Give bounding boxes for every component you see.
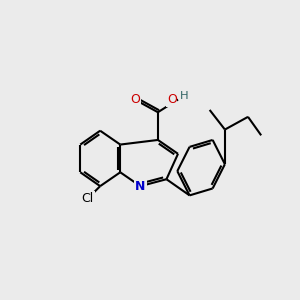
Text: O: O [167, 93, 177, 106]
Text: O: O [130, 93, 140, 106]
Text: N: N [135, 180, 146, 193]
Text: Cl: Cl [81, 192, 94, 206]
Text: H: H [180, 91, 189, 101]
